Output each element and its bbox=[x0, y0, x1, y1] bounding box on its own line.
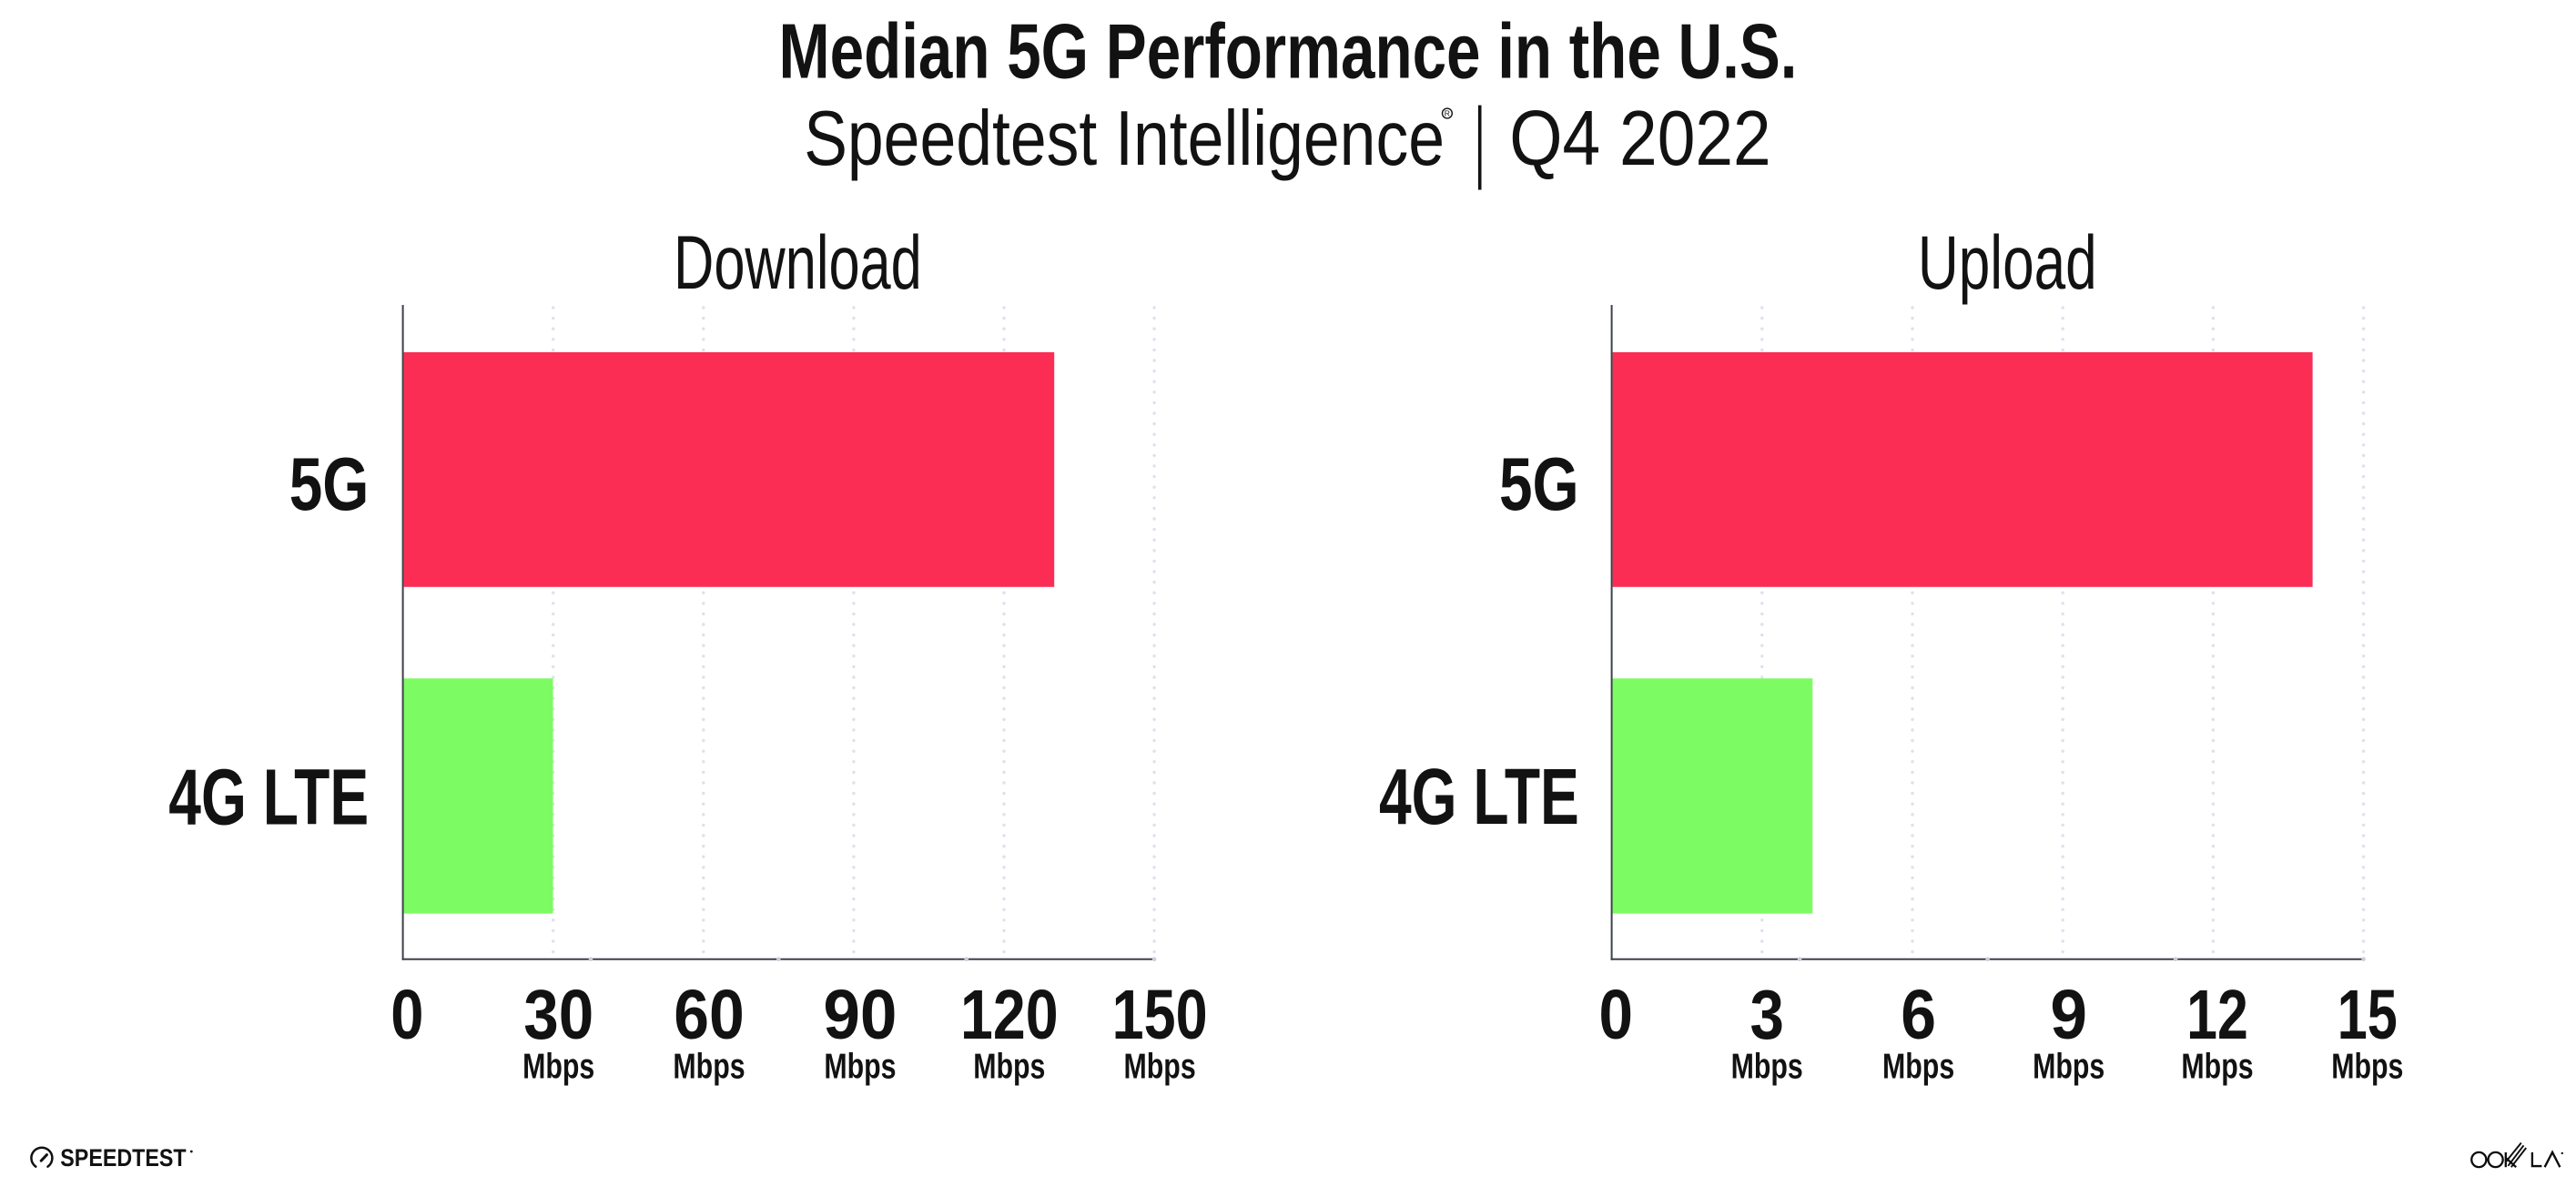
svg-text:90: 90 bbox=[823, 975, 897, 1053]
svg-text:120: 120 bbox=[960, 977, 1059, 1055]
svg-text:6: 6 bbox=[1901, 975, 1936, 1054]
svg-text:Median 5G Performance in the U: Median 5G Performance in the U.S. bbox=[779, 8, 1798, 95]
svg-text:Mbps: Mbps bbox=[1731, 1047, 1803, 1087]
svg-text:Upload: Upload bbox=[1918, 219, 2097, 305]
svg-text:15: 15 bbox=[2338, 976, 2398, 1054]
svg-text:Q4 2022: Q4 2022 bbox=[1509, 96, 1771, 183]
svg-text:60: 60 bbox=[674, 976, 745, 1054]
svg-text:Mbps: Mbps bbox=[1882, 1047, 1954, 1087]
svg-text:Mbps: Mbps bbox=[522, 1047, 594, 1087]
svg-text:Download: Download bbox=[674, 220, 922, 305]
svg-text:R: R bbox=[1445, 109, 1450, 118]
svg-text:4G LTE: 4G LTE bbox=[168, 754, 369, 842]
svg-text:Mbps: Mbps bbox=[2331, 1047, 2403, 1087]
svg-text:SPEEDTEST: SPEEDTEST bbox=[60, 1145, 186, 1172]
svg-text:3: 3 bbox=[1749, 977, 1783, 1054]
svg-text:12: 12 bbox=[2186, 975, 2248, 1054]
svg-text:150: 150 bbox=[1112, 975, 1208, 1054]
svg-text:Mbps: Mbps bbox=[2033, 1047, 2104, 1087]
svg-text:Mbps: Mbps bbox=[824, 1047, 896, 1087]
svg-text:5G: 5G bbox=[289, 441, 370, 526]
svg-text:Mbps: Mbps bbox=[973, 1047, 1045, 1087]
svg-text:9: 9 bbox=[2050, 975, 2087, 1053]
svg-text:Speedtest Intelligence: Speedtest Intelligence bbox=[804, 95, 1445, 181]
svg-text:5G: 5G bbox=[1499, 441, 1579, 526]
svg-text:30: 30 bbox=[523, 976, 593, 1054]
svg-text:Mbps: Mbps bbox=[673, 1047, 745, 1087]
svg-text:Mbps: Mbps bbox=[1124, 1047, 1196, 1087]
svg-text:0: 0 bbox=[1598, 977, 1632, 1054]
svg-text:4G LTE: 4G LTE bbox=[1379, 754, 1579, 842]
svg-text:0: 0 bbox=[390, 976, 423, 1054]
svg-text:Mbps: Mbps bbox=[2181, 1047, 2253, 1087]
